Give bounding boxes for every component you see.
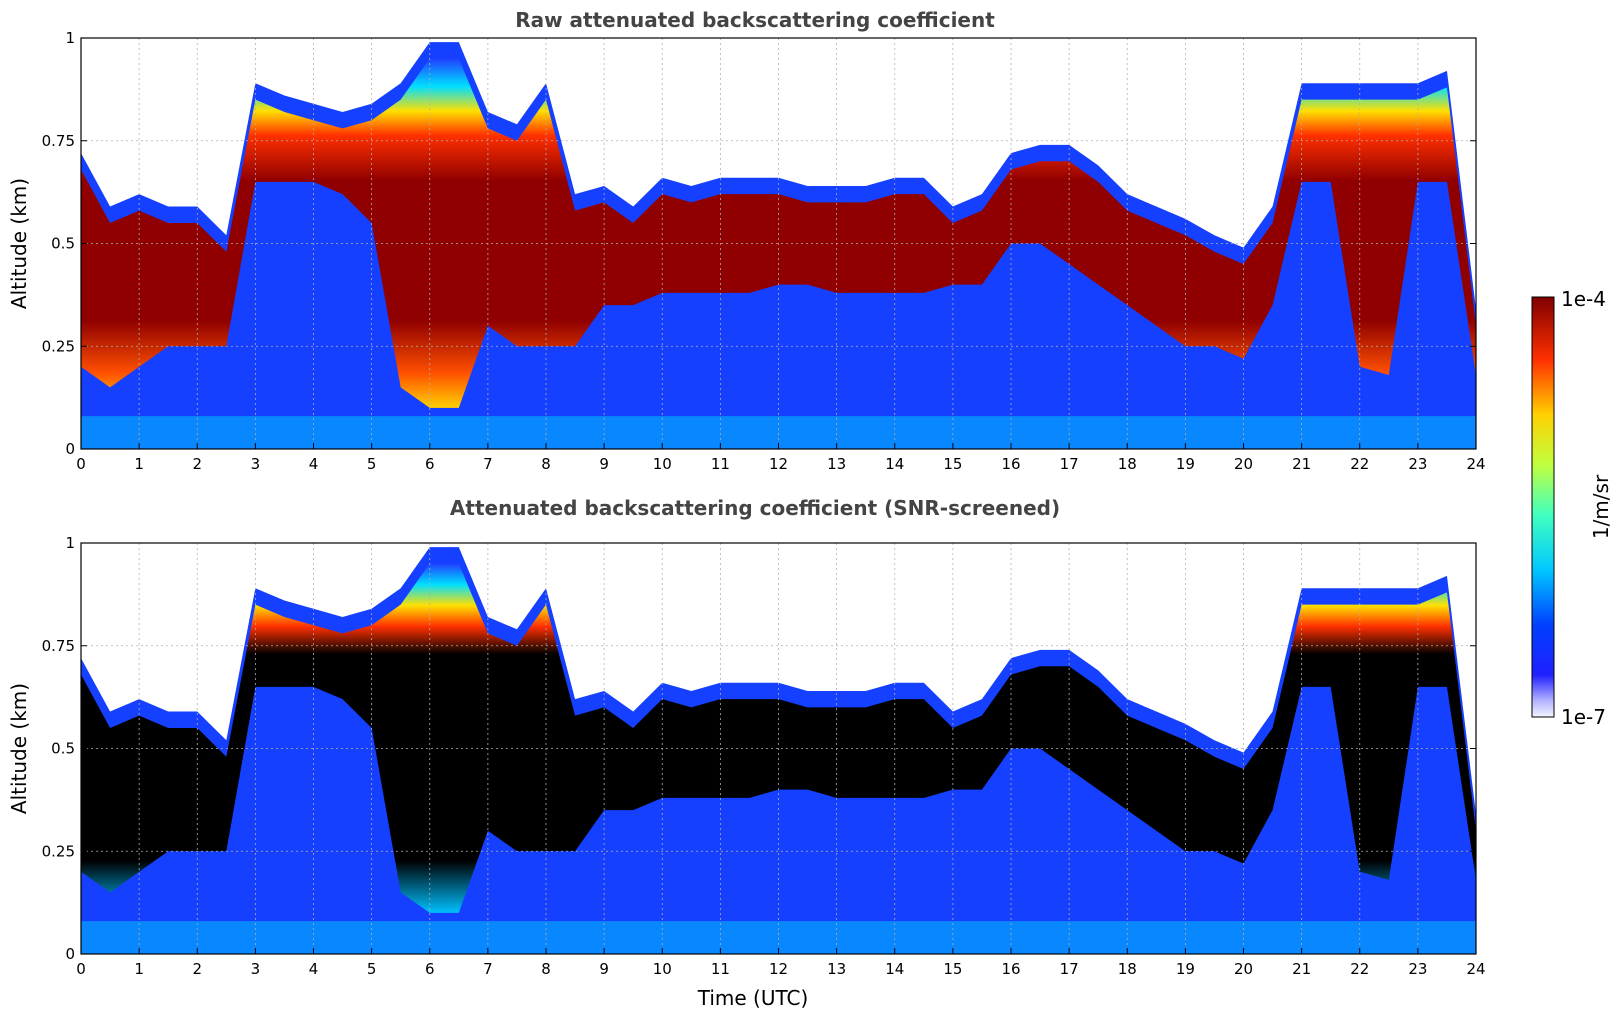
screened-x-ticks: 0 1 2 3 4 5 6 7 8 9 10 11 12 13 14 15 16 17 18 19 20 21 22 23 24 — [76, 948, 1486, 978]
x-tick-label: 11 — [711, 960, 730, 978]
y-tick-label: 0.75 — [42, 637, 75, 655]
y-tick-label: 0.75 — [42, 132, 75, 150]
x-tick-label: 0 — [76, 960, 86, 978]
x-tick-label: 16 — [1001, 960, 1020, 978]
x-tick-label: 23 — [1408, 960, 1427, 978]
x-tick-label: 2 — [192, 960, 202, 978]
x-tick-label: 14 — [885, 455, 904, 473]
x-tick-label: 0 — [76, 455, 86, 473]
x-tick-label: 1 — [134, 455, 144, 473]
x-tick-label: 21 — [1292, 960, 1311, 978]
y-tick-label: 0.5 — [51, 740, 75, 758]
y-tick-label: 1 — [65, 534, 75, 552]
colorbar-max-label: 1e-4 — [1561, 287, 1606, 311]
raw-y-axis-label: Altitude (km) — [7, 178, 31, 309]
y-tick-label: 0.25 — [42, 337, 75, 355]
x-tick-label: 5 — [367, 960, 377, 978]
y-tick-label: 0 — [65, 945, 75, 963]
x-tick-label: 18 — [1118, 960, 1137, 978]
x-tick-label: 12 — [769, 455, 788, 473]
x-tick-label: 18 — [1118, 455, 1137, 473]
x-tick-label: 5 — [367, 455, 377, 473]
x-tick-label: 8 — [541, 455, 551, 473]
x-tick-label: 3 — [251, 455, 261, 473]
x-tick-label: 17 — [1060, 455, 1079, 473]
x-tick-label: 15 — [943, 960, 962, 978]
raw-x-ticks: 0 1 2 3 4 5 6 7 8 9 10 11 12 13 14 15 16 17 18 19 20 21 22 23 24 — [76, 443, 1486, 473]
x-tick-label: 20 — [1234, 455, 1253, 473]
raw-backscatter-panel: Raw attenuated backscattering coefficien… — [7, 8, 1486, 473]
x-tick-label: 24 — [1466, 455, 1485, 473]
screened-panel-title: Attenuated backscattering coefficient (S… — [450, 496, 1060, 520]
x-axis-label: Time (UTC) — [697, 986, 809, 1010]
x-tick-label: 11 — [711, 455, 730, 473]
x-tick-label: 23 — [1408, 455, 1427, 473]
x-tick-label: 24 — [1466, 960, 1485, 978]
raw-grid — [80, 37, 1477, 450]
x-tick-label: 19 — [1176, 455, 1195, 473]
colorbar-gradient — [1531, 296, 1555, 718]
colorbar-min-label: 1e-7 — [1561, 705, 1606, 729]
raw-y-ticks: 0 0.25 0.5 0.75 1 — [42, 29, 1476, 458]
screened-grid — [80, 542, 1477, 955]
x-tick-label: 13 — [827, 960, 846, 978]
x-tick-label: 2 — [192, 455, 202, 473]
raw-panel-title: Raw attenuated backscattering coefficien… — [515, 8, 995, 32]
x-tick-label: 22 — [1350, 960, 1369, 978]
x-tick-label: 22 — [1350, 455, 1369, 473]
x-tick-label: 20 — [1234, 960, 1253, 978]
y-tick-label: 0.5 — [51, 235, 75, 253]
x-tick-label: 3 — [251, 960, 261, 978]
x-tick-label: 17 — [1060, 960, 1079, 978]
x-tick-label: 1 — [134, 960, 144, 978]
x-tick-label: 4 — [309, 455, 319, 473]
x-tick-label: 7 — [483, 960, 493, 978]
x-tick-label: 12 — [769, 960, 788, 978]
x-tick-label: 4 — [309, 960, 319, 978]
x-tick-label: 6 — [425, 960, 435, 978]
y-tick-label: 1 — [65, 29, 75, 47]
y-tick-label: 0.25 — [42, 842, 75, 860]
colorbar: 1e-4 1e-7 1/m/sr — [1531, 287, 1613, 729]
x-tick-label: 8 — [541, 960, 551, 978]
x-tick-label: 9 — [599, 960, 609, 978]
y-tick-label: 0 — [65, 440, 75, 458]
screened-y-axis-label: Altitude (km) — [7, 683, 31, 814]
x-tick-label: 21 — [1292, 455, 1311, 473]
x-tick-label: 14 — [885, 960, 904, 978]
x-tick-label: 13 — [827, 455, 846, 473]
x-tick-label: 19 — [1176, 960, 1195, 978]
x-tick-label: 10 — [653, 455, 672, 473]
x-tick-label: 15 — [943, 455, 962, 473]
colorbar-units-label: 1/m/sr — [1589, 474, 1613, 539]
x-tick-label: 6 — [425, 455, 435, 473]
screened-y-ticks: 0 0.25 0.5 0.75 1 — [42, 534, 1476, 963]
x-tick-label: 16 — [1001, 455, 1020, 473]
x-tick-label: 10 — [653, 960, 672, 978]
x-tick-label: 7 — [483, 455, 493, 473]
screened-backscatter-panel: Attenuated backscattering coefficient (S… — [7, 496, 1486, 1010]
x-tick-label: 9 — [599, 455, 609, 473]
